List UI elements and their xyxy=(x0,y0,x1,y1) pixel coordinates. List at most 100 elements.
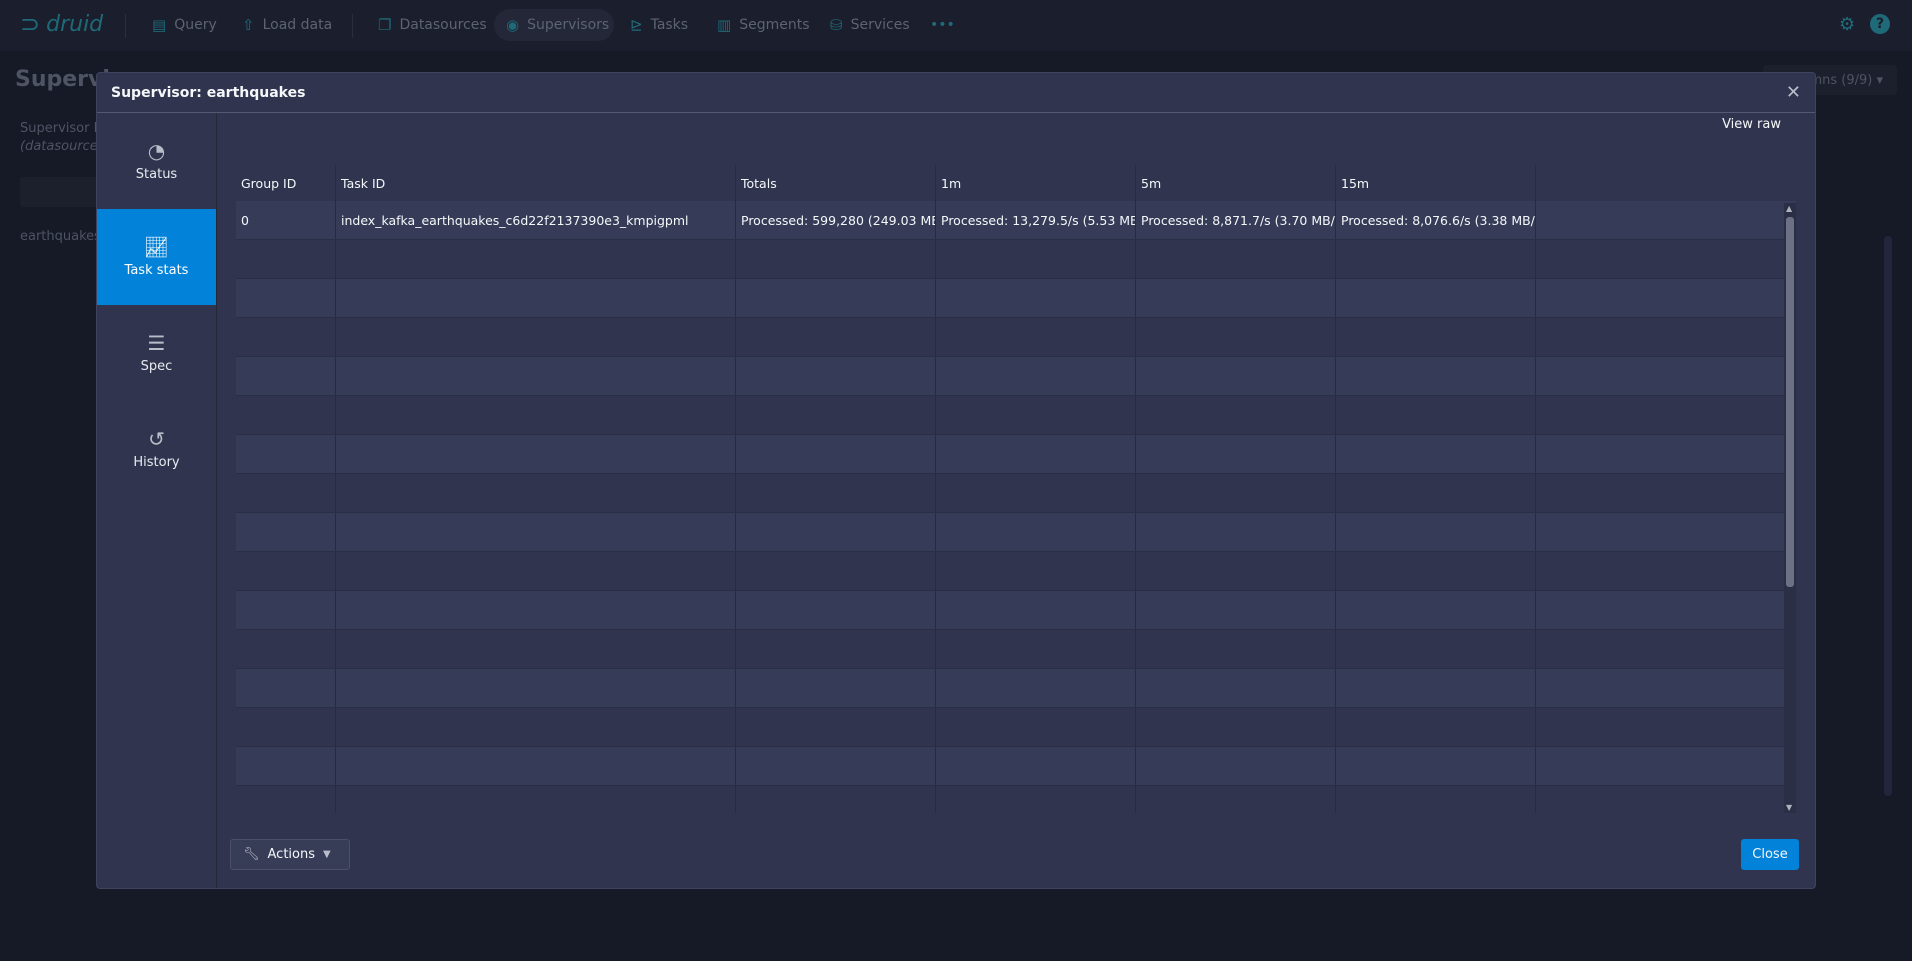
table-cell: Processed: 8,871.7/s (3.70 MB/s) xyxy=(1136,201,1336,239)
table-cell xyxy=(1136,669,1336,707)
dialog-sidebar: ◔ Status 📈︎ Task stats ☰ Spec ↺ History xyxy=(97,113,217,888)
view-raw-button[interactable]: View raw xyxy=(1722,117,1781,132)
table-cell xyxy=(936,474,1136,512)
table-cell xyxy=(936,396,1136,434)
table-row xyxy=(236,591,1796,630)
table-cell xyxy=(336,474,736,512)
table-cell xyxy=(1536,435,1784,473)
table-cell xyxy=(736,357,936,395)
nav-more-button[interactable]: ••• xyxy=(930,17,955,33)
gear-icon[interactable]: ⚙ xyxy=(1839,14,1856,35)
tab-spec[interactable]: ☰ Spec xyxy=(140,330,173,374)
table-row xyxy=(236,669,1796,708)
table-cell xyxy=(236,513,336,551)
table-cell xyxy=(1536,474,1784,512)
table-row xyxy=(236,357,1796,396)
supervisor-row[interactable]: earthquakes xyxy=(20,229,101,244)
table-cell: Processed: 13,279.5/s (5.53 MB/s) xyxy=(936,201,1136,239)
table-cell xyxy=(1536,669,1784,707)
table-cell xyxy=(336,747,736,785)
druid-logo[interactable]: ⊃ druid xyxy=(20,10,104,38)
nav-query[interactable]: ▤ Query xyxy=(152,16,217,34)
nav-tasks[interactable]: ⊵ Tasks xyxy=(630,16,689,34)
table-cell xyxy=(736,708,936,746)
table-cell xyxy=(236,279,336,317)
table-scrollbar[interactable]: ▲ ▼ xyxy=(1784,203,1796,813)
table-cell xyxy=(1336,318,1536,356)
table-cell xyxy=(236,747,336,785)
table-row xyxy=(236,786,1796,813)
table-cell: Processed: 8,076.6/s (3.38 MB/s) xyxy=(1336,201,1536,239)
table-cell xyxy=(1336,630,1536,668)
help-icon[interactable]: ? xyxy=(1870,14,1890,34)
column-header[interactable]: Group ID xyxy=(236,165,336,201)
table-row xyxy=(236,396,1796,435)
table-cell: 0 xyxy=(236,201,336,239)
column-header[interactable]: Totals xyxy=(736,165,936,201)
nav-services[interactable]: ⛁ Services xyxy=(830,16,910,34)
table-cell xyxy=(1336,396,1536,434)
nav-load-data[interactable]: ⇧ Load data xyxy=(242,16,333,34)
table-cell xyxy=(736,669,936,707)
table-cell xyxy=(1536,591,1784,629)
page-scrollbar[interactable] xyxy=(1884,236,1892,796)
close-icon[interactable]: ✕ xyxy=(1785,82,1801,103)
table-cell xyxy=(336,240,736,278)
bar-chart-icon: ▥ xyxy=(717,16,732,34)
column-header[interactable]: 5m xyxy=(1136,165,1336,201)
table-cell xyxy=(1136,630,1336,668)
scroll-down-icon[interactable]: ▼ xyxy=(1786,803,1793,812)
table-cell xyxy=(1336,474,1536,512)
nav-datasources[interactable]: ❐ Datasources xyxy=(378,16,487,34)
table-cell xyxy=(736,630,936,668)
eye-icon: ◉ xyxy=(506,16,520,34)
table-cell xyxy=(736,435,936,473)
table-cell xyxy=(1136,474,1336,512)
table-cell xyxy=(1136,786,1336,813)
table-cell xyxy=(336,279,736,317)
scroll-up-icon[interactable]: ▲ xyxy=(1786,204,1793,213)
column-header[interactable]: 15m xyxy=(1336,165,1536,201)
table-row: 0 index_kafka_earthquakes_c6d22f2137390e3… xyxy=(236,201,1796,240)
table-header: Group ID Task ID Totals 1m 5m 15m xyxy=(236,165,1796,201)
nav-supervisors[interactable]: ◉ Supervisors xyxy=(494,9,614,41)
table-row xyxy=(236,435,1796,474)
column-header-datasource: (datasource) xyxy=(20,139,103,154)
actions-button[interactable]: 🔧︎ Actions ▼ xyxy=(230,839,350,870)
table-cell xyxy=(236,435,336,473)
table-cell xyxy=(236,591,336,629)
column-header[interactable]: Task ID xyxy=(336,165,736,201)
close-button[interactable]: Close xyxy=(1741,839,1799,870)
table-cell xyxy=(736,786,936,813)
table-cell xyxy=(1536,318,1784,356)
table-cell xyxy=(236,669,336,707)
table-cell xyxy=(336,435,736,473)
table-cell xyxy=(936,591,1136,629)
table-cell xyxy=(1136,708,1336,746)
table-cell xyxy=(1336,513,1536,551)
divider xyxy=(352,14,353,38)
table-cell xyxy=(1536,786,1784,813)
tab-history[interactable]: ↺ History xyxy=(133,426,180,470)
task-stats-table: Group ID Task ID Totals 1m 5m 15m 0 index… xyxy=(236,165,1796,813)
scrollbar-thumb[interactable] xyxy=(1786,217,1794,587)
table-row xyxy=(236,708,1796,747)
table-cell xyxy=(236,318,336,356)
table-cell xyxy=(336,552,736,590)
table-row xyxy=(236,240,1796,279)
table-cell xyxy=(936,708,1136,746)
table-cell xyxy=(1136,240,1336,278)
table-cell xyxy=(1336,786,1536,813)
table-cell xyxy=(736,474,936,512)
table-row xyxy=(236,630,1796,669)
nav-segments[interactable]: ▥ Segments xyxy=(717,16,810,34)
tab-status[interactable]: ◔ Status xyxy=(135,138,178,182)
table-cell xyxy=(1536,552,1784,590)
column-header[interactable]: 1m xyxy=(936,165,1136,201)
tab-task-stats[interactable]: 📈︎ Task stats xyxy=(97,209,216,305)
table-cell xyxy=(336,591,736,629)
table-cell xyxy=(336,669,736,707)
table-cell: index_kafka_earthquakes_c6d22f2137390e3_… xyxy=(336,201,736,239)
table-cell xyxy=(936,513,1136,551)
table-cell xyxy=(336,396,736,434)
